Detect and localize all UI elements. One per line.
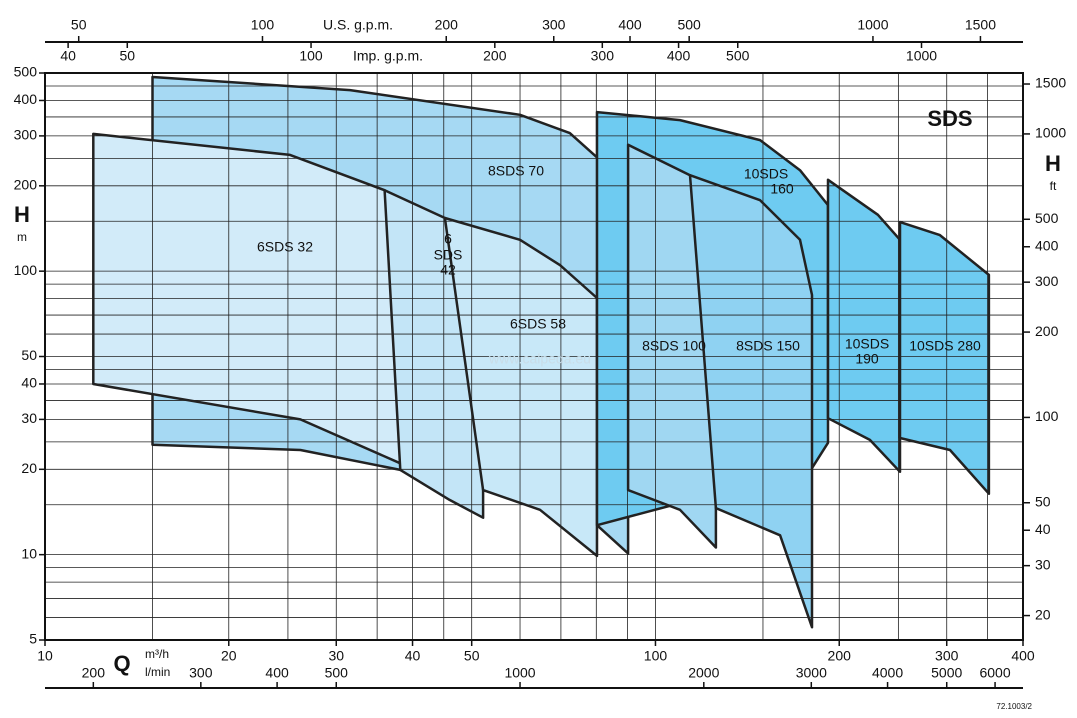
x2-tick-label: 200: [82, 665, 106, 681]
y2-tick-label: 100: [1035, 408, 1059, 424]
x2-tick-label: 2000: [688, 665, 719, 681]
x-axis-label: Q: [113, 651, 130, 676]
x-tick-label: 50: [464, 648, 480, 664]
chart-title: SDS: [927, 106, 972, 131]
region-label: 8SDS 150: [736, 338, 800, 354]
region-label: 190: [855, 351, 879, 367]
region-label: 6SDS 58: [510, 316, 566, 332]
region-label: SDS: [434, 247, 463, 263]
x2-axis-unit: l/min: [145, 665, 170, 679]
y2-tick-label: 400: [1035, 237, 1059, 253]
y-tick-label: 100: [14, 262, 38, 278]
y-tick-label: 40: [21, 375, 37, 391]
y-tick-label: 20: [21, 460, 37, 476]
x2-tick-label: 3000: [796, 665, 827, 681]
x4-tick-label: 50: [119, 48, 135, 64]
region-label: 10SDS: [744, 166, 788, 182]
x-tick-label: 100: [644, 648, 668, 664]
region-label: 10SDS: [845, 336, 889, 352]
x3-tick-label: 200: [435, 17, 459, 33]
x4-tick-label: 40: [60, 48, 76, 64]
y-axis-unit: m: [17, 230, 27, 244]
y2-tick-label: 200: [1035, 323, 1059, 339]
y2-axis-label: H: [1045, 151, 1061, 176]
x4-tick-label: 1000: [906, 48, 937, 64]
x4-tick-label: 500: [726, 48, 750, 64]
y-tick-label: 50: [21, 347, 37, 363]
y2-tick-label: 50: [1035, 493, 1051, 509]
x4-tick-label: 300: [591, 48, 615, 64]
x4-tick-label: 400: [667, 48, 691, 64]
x3-tick-label: 100: [251, 17, 275, 33]
x2-tick-label: 1000: [504, 665, 535, 681]
y2-axis-unit: ft: [1050, 179, 1057, 193]
y-tick-label: 30: [21, 410, 37, 426]
x2-tick-label: 5000: [931, 665, 962, 681]
x3-tick-label: 1000: [857, 17, 888, 33]
y2-tick-label: 1500: [1035, 75, 1066, 91]
x-axis-unit: m³/h: [145, 647, 169, 661]
region-label: 42: [440, 262, 456, 278]
drawing-code: 72.1003/2: [996, 702, 1032, 711]
region-label: 6: [444, 231, 452, 247]
region-label: 160: [770, 181, 794, 197]
y-axis-label: H: [14, 202, 30, 227]
x-tick-label: 300: [935, 648, 959, 664]
x3-tick-label: 400: [618, 17, 642, 33]
y-tick-label: 400: [14, 91, 38, 107]
x3-tick-label: 300: [542, 17, 566, 33]
pump-range: [898, 220, 991, 495]
y2-tick-label: 1000: [1035, 125, 1066, 141]
y2-tick-label: 500: [1035, 210, 1059, 226]
y-tick-label: 200: [14, 177, 38, 193]
y-tick-label: 500: [14, 64, 38, 80]
x3-tick-label: 50: [71, 17, 87, 33]
x-tick-label: 40: [405, 648, 421, 664]
x4-tick-label: 100: [299, 48, 323, 64]
y-tick-label: 300: [14, 127, 38, 143]
x2-tick-label: 4000: [872, 665, 903, 681]
x2-tick-label: 500: [325, 665, 349, 681]
pump-range: [826, 178, 902, 474]
x2-tick-label: 6000: [979, 665, 1010, 681]
x4-tick-label: 200: [483, 48, 507, 64]
x2-tick-label: 300: [189, 665, 213, 681]
region-label: 10SDS 280: [909, 338, 981, 354]
x3-tick-label: 1500: [965, 17, 996, 33]
region-label: 8SDS 70: [488, 163, 544, 179]
x-tick-label: 10: [37, 648, 53, 664]
x3-tick-label: 500: [677, 17, 701, 33]
x4-axis-label: Imp. g.p.m.: [353, 48, 423, 64]
y2-tick-label: 30: [1035, 556, 1051, 572]
x3-axis-label: U.S. g.p.m.: [323, 17, 393, 33]
y-tick-label: 5: [29, 631, 37, 647]
x-tick-label: 200: [828, 648, 852, 664]
y2-tick-label: 40: [1035, 521, 1051, 537]
y2-tick-label: 300: [1035, 273, 1059, 289]
x-tick-label: 20: [221, 648, 237, 664]
x2-tick-label: 400: [265, 665, 289, 681]
y2-tick-label: 20: [1035, 606, 1051, 622]
region-label: 6SDS 32: [257, 239, 313, 255]
x-tick-label: 400: [1011, 648, 1035, 664]
y-tick-label: 10: [21, 545, 37, 561]
watermark: www.calpeda.eu: [488, 351, 591, 367]
x-tick-label: 30: [328, 648, 344, 664]
pump-range: [688, 173, 814, 629]
region-label: 8SDS 100: [642, 338, 706, 354]
